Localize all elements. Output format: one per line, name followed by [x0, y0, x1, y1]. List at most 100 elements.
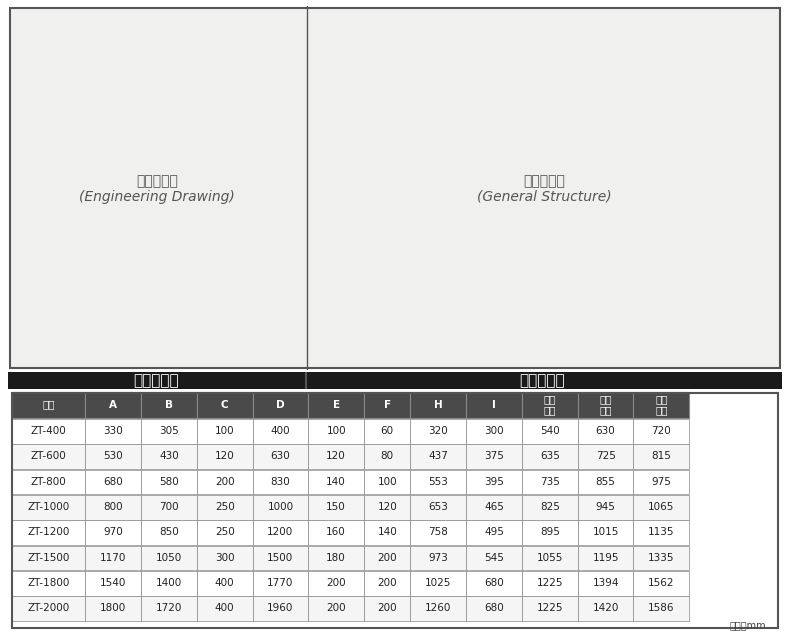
Text: 100: 100	[378, 477, 397, 487]
Bar	[634, 495, 689, 520]
Bar	[466, 546, 522, 570]
Text: 80: 80	[381, 451, 394, 461]
Bar	[12, 546, 85, 570]
Bar	[253, 520, 308, 545]
Bar	[85, 520, 141, 545]
Text: 825: 825	[540, 502, 560, 512]
Bar	[634, 444, 689, 469]
Bar	[577, 495, 634, 520]
Bar	[411, 444, 466, 469]
Text: ZT-400: ZT-400	[31, 426, 66, 436]
Bar	[141, 571, 197, 596]
Text: 1720: 1720	[156, 603, 182, 613]
Text: 140: 140	[326, 477, 346, 487]
Bar	[364, 495, 411, 520]
Bar	[364, 571, 411, 596]
Bar	[577, 470, 634, 494]
Text: 1025: 1025	[425, 578, 452, 588]
Text: 1400: 1400	[156, 578, 182, 588]
Text: 545: 545	[484, 553, 504, 563]
Text: 1800: 1800	[100, 603, 126, 613]
Text: ZT-1800: ZT-1800	[28, 578, 70, 588]
Text: 1225: 1225	[536, 578, 563, 588]
Bar	[522, 470, 577, 494]
Text: 1200: 1200	[267, 527, 294, 537]
Bar	[253, 596, 308, 621]
Bar	[197, 444, 253, 469]
Bar	[577, 596, 634, 621]
Text: 400: 400	[215, 603, 235, 613]
Bar	[12, 596, 85, 621]
Text: 1225: 1225	[536, 603, 563, 613]
Text: 758: 758	[428, 527, 448, 537]
Text: 1562: 1562	[648, 578, 675, 588]
Bar	[466, 596, 522, 621]
Text: 200: 200	[326, 578, 346, 588]
Text: 250: 250	[215, 527, 235, 537]
Text: 800: 800	[103, 502, 123, 512]
Text: 1260: 1260	[425, 603, 452, 613]
Text: C: C	[221, 399, 228, 410]
Bar	[85, 419, 141, 444]
Bar	[308, 444, 364, 469]
Text: 855: 855	[596, 477, 615, 487]
Text: 375: 375	[484, 451, 504, 461]
Text: 330: 330	[103, 426, 123, 436]
Text: 300: 300	[484, 426, 504, 436]
Text: 1195: 1195	[592, 553, 619, 563]
Bar	[253, 495, 308, 520]
Bar	[466, 520, 522, 545]
Text: 一般结构图
(General Structure): 一般结构图 (General Structure)	[476, 173, 611, 204]
Text: 1335: 1335	[648, 553, 675, 563]
Bar	[85, 546, 141, 570]
Text: 二层
高度: 二层 高度	[600, 394, 611, 415]
Bar	[197, 419, 253, 444]
Bar	[12, 470, 85, 494]
Text: 200: 200	[215, 477, 235, 487]
Text: 1960: 1960	[267, 603, 294, 613]
Bar	[141, 520, 197, 545]
Bar	[364, 520, 411, 545]
Text: F: F	[384, 399, 391, 410]
Text: 150: 150	[326, 502, 346, 512]
Text: 1135: 1135	[648, 527, 675, 537]
Text: ZT-1500: ZT-1500	[28, 553, 70, 563]
Text: 型号: 型号	[43, 399, 55, 410]
Bar	[411, 419, 466, 444]
Bar	[634, 571, 689, 596]
Bar	[364, 392, 411, 418]
Bar	[253, 419, 308, 444]
Text: 973: 973	[428, 553, 448, 563]
Bar	[85, 444, 141, 469]
Bar	[197, 596, 253, 621]
Text: 495: 495	[484, 527, 504, 537]
Text: H: H	[434, 399, 442, 410]
Text: 630: 630	[270, 451, 290, 461]
Text: 553: 553	[428, 477, 448, 487]
Text: 430: 430	[159, 451, 179, 461]
Bar	[522, 392, 577, 418]
Bar	[577, 520, 634, 545]
Text: I: I	[492, 399, 496, 410]
Text: 970: 970	[103, 527, 123, 537]
Bar	[522, 546, 577, 570]
Text: 一般结构图: 一般结构图	[519, 373, 565, 388]
Text: B: B	[165, 399, 173, 410]
Text: 395: 395	[484, 477, 504, 487]
Text: ZT-800: ZT-800	[31, 477, 66, 487]
Bar	[85, 571, 141, 596]
Text: 1170: 1170	[100, 553, 126, 563]
Text: 1420: 1420	[592, 603, 619, 613]
Bar	[466, 470, 522, 494]
Bar	[141, 419, 197, 444]
Bar	[253, 546, 308, 570]
Bar	[197, 546, 253, 570]
Text: 一层
高度: 一层 高度	[544, 394, 556, 415]
Text: 120: 120	[378, 502, 397, 512]
Text: 635: 635	[540, 451, 560, 461]
Bar	[411, 392, 466, 418]
Bar	[411, 470, 466, 494]
Bar	[308, 596, 364, 621]
Bar	[12, 419, 85, 444]
Text: 100: 100	[326, 426, 346, 436]
